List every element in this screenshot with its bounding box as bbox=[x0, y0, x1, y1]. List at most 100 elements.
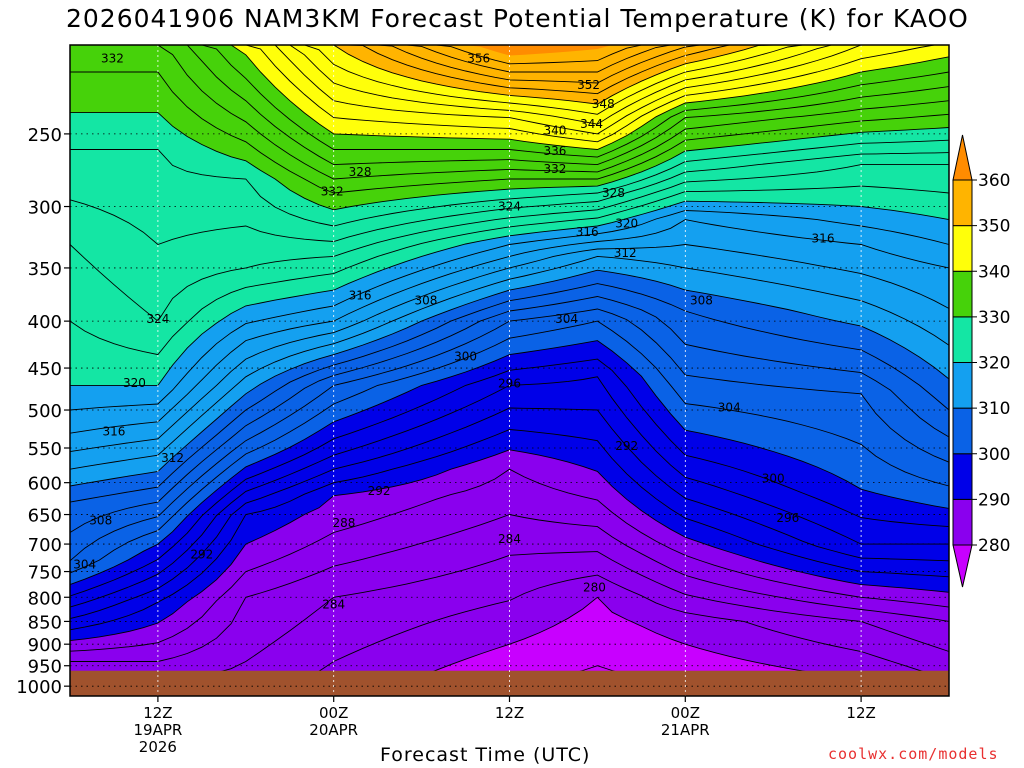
colorbar-swatch bbox=[952, 225, 973, 272]
contour-line-292 bbox=[69, 429, 950, 631]
contour-line-286 bbox=[70, 514, 950, 662]
colorbar-label: 340 bbox=[978, 262, 1010, 282]
y-tick-label: 900 bbox=[28, 635, 62, 656]
contour-line-338 bbox=[70, 44, 950, 158]
x-tick-label: 19APR bbox=[133, 721, 182, 739]
contour-label: 316 bbox=[102, 425, 125, 439]
contour-label: 332 bbox=[101, 52, 124, 66]
colorbar-label: 330 bbox=[978, 308, 1010, 328]
contour-label: 280 bbox=[583, 581, 606, 595]
x-tick-label: 12Z bbox=[495, 704, 524, 722]
contour-line-290 bbox=[69, 449, 950, 642]
contour-line-328 bbox=[70, 139, 950, 227]
y-tick-label: 450 bbox=[28, 359, 62, 380]
contour-label: 344 bbox=[580, 117, 603, 131]
colorbar-label: 290 bbox=[978, 490, 1010, 510]
contour-label: 356 bbox=[467, 52, 490, 66]
contour-label: 340 bbox=[543, 124, 566, 138]
contour-label: 308 bbox=[415, 294, 438, 308]
contour-label: 284 bbox=[322, 598, 345, 612]
contour-label: 292 bbox=[190, 548, 213, 562]
site-credit: coolwx.com/models bbox=[828, 745, 999, 763]
contour-line-314 bbox=[69, 244, 950, 453]
contour-line-336 bbox=[70, 44, 950, 166]
colorbar: 280 290 300 310 320 330 340 350 360 bbox=[952, 134, 1010, 588]
contour-line-288 bbox=[69, 468, 950, 652]
contour-lines bbox=[69, 44, 950, 697]
contour-line-326 bbox=[69, 152, 950, 246]
contour-label: 300 bbox=[454, 349, 477, 363]
contour-line-312 bbox=[69, 255, 950, 470]
colorbar-swatch bbox=[952, 453, 973, 500]
contour-label: 316 bbox=[349, 288, 372, 302]
contour-label: 312 bbox=[614, 246, 637, 260]
contour-label: 292 bbox=[615, 439, 638, 453]
contour-line-300 bbox=[69, 340, 950, 586]
y-tick-label: 350 bbox=[28, 259, 62, 280]
colorbar-swatch bbox=[952, 179, 973, 227]
contour-line-330 bbox=[70, 112, 950, 211]
contour-label: 348 bbox=[592, 97, 615, 111]
colorbar-label: 320 bbox=[978, 354, 1010, 374]
y-tick-label: 500 bbox=[28, 401, 62, 422]
y-tick-label: 1000 bbox=[16, 677, 62, 698]
contour-line-294 bbox=[69, 407, 950, 620]
contour-label: 332 bbox=[543, 162, 566, 176]
contour-label: 300 bbox=[762, 472, 785, 486]
colorbar-label: 310 bbox=[978, 399, 1010, 419]
chart-title: 2026041906 NAM3KM Forecast Potential Tem… bbox=[66, 4, 969, 33]
contour-label: 296 bbox=[776, 511, 799, 525]
contour-label: 324 bbox=[498, 200, 521, 214]
gridlines bbox=[70, 45, 949, 696]
contour-label: 292 bbox=[368, 484, 391, 498]
contour-label: 304 bbox=[555, 312, 578, 326]
contour-label: 352 bbox=[577, 78, 600, 92]
ground-fill bbox=[70, 670, 949, 696]
contour-label: 296 bbox=[498, 377, 521, 391]
contour-label: 320 bbox=[615, 216, 638, 230]
x-tick-label: 21APR bbox=[661, 721, 710, 739]
colorbar-swatch bbox=[952, 362, 973, 409]
contour-label: 324 bbox=[146, 312, 169, 326]
contour-label: 316 bbox=[812, 231, 835, 245]
x-tick-label: 20APR bbox=[309, 721, 358, 739]
contour-label: 328 bbox=[349, 165, 372, 179]
colorbar-label: 350 bbox=[978, 217, 1010, 237]
contour-label: 308 bbox=[89, 514, 112, 528]
colorbar-swatch bbox=[952, 498, 973, 546]
colorbar-label: 360 bbox=[978, 171, 1010, 191]
y-tick-label: 300 bbox=[28, 198, 62, 219]
y-tick-label: 700 bbox=[28, 535, 62, 556]
y-tick-label: 600 bbox=[28, 474, 62, 495]
contour-label: 304 bbox=[73, 558, 96, 572]
contour-line-334 bbox=[70, 44, 950, 180]
contour-label: 332 bbox=[321, 185, 344, 199]
ground-layer bbox=[70, 670, 949, 696]
colorbar-swatch bbox=[952, 270, 973, 318]
y-tick-label: 550 bbox=[28, 439, 62, 460]
x-tick-label: 00Z bbox=[671, 704, 700, 722]
y-tick-label: 250 bbox=[28, 125, 62, 146]
contour-label: 320 bbox=[123, 376, 146, 390]
y-tick-label: 400 bbox=[28, 312, 62, 333]
contour-label: 284 bbox=[498, 532, 521, 546]
contour-line-318 bbox=[69, 210, 950, 411]
colorbar-label: 280 bbox=[978, 536, 1010, 556]
contour-line-324 bbox=[69, 164, 949, 322]
band-below-290 bbox=[70, 449, 949, 696]
contour-label: 312 bbox=[161, 451, 184, 465]
y-tick-label: 800 bbox=[28, 588, 62, 609]
colorbar-lower-arrow bbox=[952, 544, 973, 588]
x-axis-label: Forecast Time (UTC) bbox=[380, 744, 591, 766]
colorbar-upper-arrow bbox=[952, 134, 973, 181]
colorbar-swatch bbox=[952, 407, 973, 455]
x-tick-label: 12Z bbox=[143, 704, 172, 722]
x-tick-label: 2026 bbox=[139, 738, 177, 756]
colorbar-swatch bbox=[952, 316, 973, 363]
contour-label: 308 bbox=[690, 294, 713, 308]
x-tick-label: 12Z bbox=[846, 704, 875, 722]
colorbar-label: 300 bbox=[978, 445, 1010, 465]
y-tick-label: 950 bbox=[28, 657, 62, 678]
y-tick-label: 850 bbox=[28, 612, 62, 633]
